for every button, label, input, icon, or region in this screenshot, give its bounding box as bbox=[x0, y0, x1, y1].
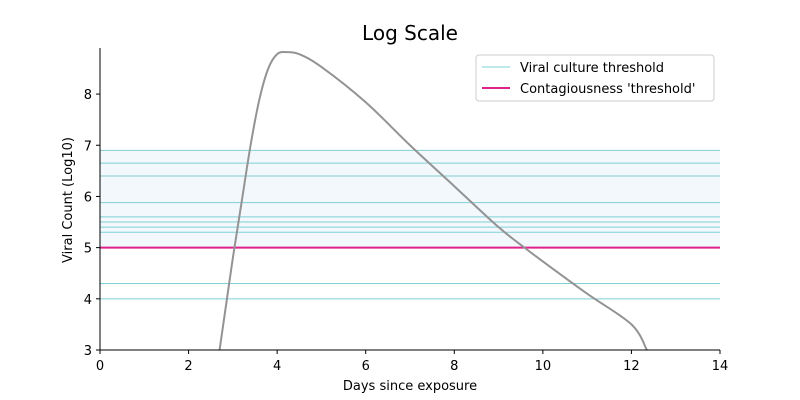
y-tick-label: 5 bbox=[84, 242, 92, 257]
chart-title: Log Scale bbox=[362, 21, 458, 45]
x-tick-label: 2 bbox=[184, 359, 192, 374]
y-tick-label: 8 bbox=[84, 88, 92, 103]
y-tick-label: 4 bbox=[84, 293, 92, 308]
y-tick-label: 6 bbox=[84, 190, 92, 205]
y-tick-label: 7 bbox=[84, 139, 92, 154]
x-axis-ticks: 0 2 4 6 8 10 12 14 bbox=[96, 350, 728, 374]
legend-label-culture: Viral culture threshold bbox=[520, 61, 664, 76]
y-tick-label: 3 bbox=[84, 344, 92, 359]
threshold-band bbox=[100, 150, 720, 248]
x-axis-label: Days since exposure bbox=[343, 379, 477, 394]
x-tick-label: 12 bbox=[623, 359, 640, 374]
x-tick-label: 6 bbox=[362, 359, 370, 374]
y-axis-label: Viral Count (Log10) bbox=[61, 137, 76, 263]
x-tick-label: 4 bbox=[273, 359, 281, 374]
y-axis-ticks: 3 4 5 6 7 8 bbox=[84, 88, 100, 359]
x-tick-label: 14 bbox=[712, 359, 729, 374]
x-tick-label: 10 bbox=[535, 359, 552, 374]
culture-threshold-lines bbox=[100, 149, 720, 300]
legend: Viral culture threshold Contagiousness '… bbox=[475, 54, 715, 102]
x-tick-label: 8 bbox=[450, 359, 458, 374]
x-tick-label: 0 bbox=[96, 359, 104, 374]
legend-label-contagiousness: Contagiousness 'threshold' bbox=[520, 82, 695, 97]
legend-box bbox=[475, 54, 715, 102]
viral-count-curve bbox=[218, 51, 648, 351]
